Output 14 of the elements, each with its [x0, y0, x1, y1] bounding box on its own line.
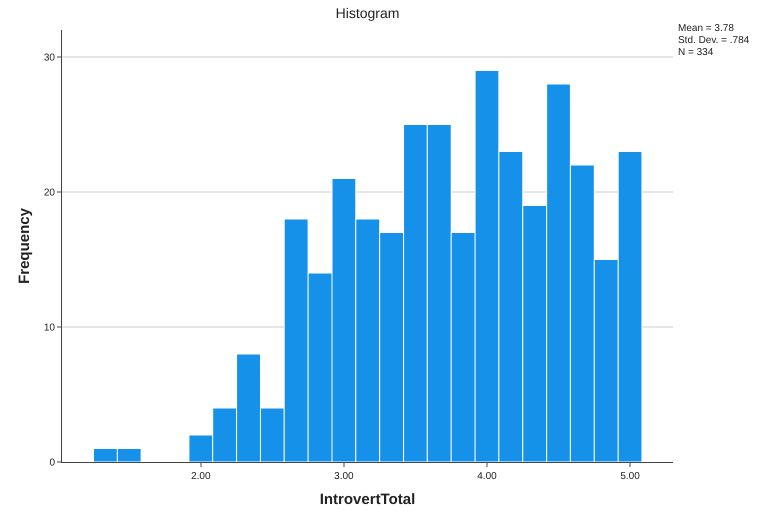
text: Mean = 3.78 [678, 23, 734, 34]
text: N = 334 [678, 47, 714, 58]
y-tick-label: 0 [49, 458, 56, 468]
y-tick-label: 10 [44, 322, 56, 334]
y-tick-label: 30 [44, 52, 56, 64]
y-tick-label: 20 [44, 188, 56, 198]
x-tick-label: 5.00 [620, 471, 640, 482]
x-axis-title: IntrovertTotal [320, 491, 416, 508]
text: Std. Dev. = .784 [678, 35, 750, 46]
x-tick-label: 3.00 [334, 471, 354, 482]
chart-title: Histogram [336, 4, 400, 21]
x-tick-label: 2.00 [191, 471, 211, 482]
x-tick-label: 4.00 [477, 471, 498, 482]
y-axis-title: Frequency [16, 207, 34, 284]
